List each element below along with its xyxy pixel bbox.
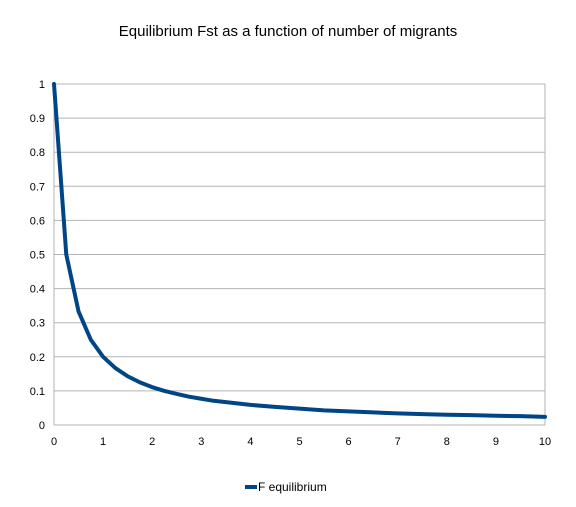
y-tick-label: 1: [39, 79, 45, 91]
x-tick-label: 0: [51, 436, 57, 448]
y-tick-label: 0.5: [30, 250, 45, 262]
x-tick-label: 9: [493, 436, 499, 448]
x-tick-label: 10: [539, 436, 551, 448]
x-tick-label: 2: [149, 436, 155, 448]
y-tick-label: 0.1: [30, 386, 45, 398]
x-tick-label: 5: [296, 436, 302, 448]
y-tick-label: 0.3: [30, 318, 45, 330]
chart-title: Equilibrium Fst as a function of number …: [119, 23, 457, 40]
y-tick-label: 0.6: [30, 215, 45, 227]
y-tick-label: 0: [39, 420, 45, 432]
y-tick-label: 0.4: [30, 284, 45, 296]
series-lines: [52, 82, 547, 419]
x-tick-label: 7: [395, 436, 401, 448]
x-tick-label: 6: [346, 436, 352, 448]
x-tick-labels: 0 1 2 3 4 5 6 7 8 9 10: [51, 436, 551, 448]
y-tick-label: 0.2: [30, 352, 45, 364]
x-tick-label: 4: [247, 436, 253, 448]
x-tick-label: 1: [100, 436, 106, 448]
axes: [53, 84, 546, 426]
y-tick-label: 0.9: [30, 113, 45, 125]
x-tick-label: 8: [444, 436, 450, 448]
y-tick-label: 0.8: [30, 147, 45, 159]
y-tick-labels: 0 0.1 0.2 0.3 0.4 0.5 0.6 0.7 0.8 0.9 1: [30, 79, 45, 432]
legend: F equilibrium: [245, 480, 327, 494]
gridlines: [54, 83, 545, 392]
legend-label: F equilibrium: [258, 480, 327, 494]
series-line: [52, 82, 547, 419]
x-tick-label: 3: [198, 436, 204, 448]
y-tick-label: 0.7: [30, 181, 45, 193]
